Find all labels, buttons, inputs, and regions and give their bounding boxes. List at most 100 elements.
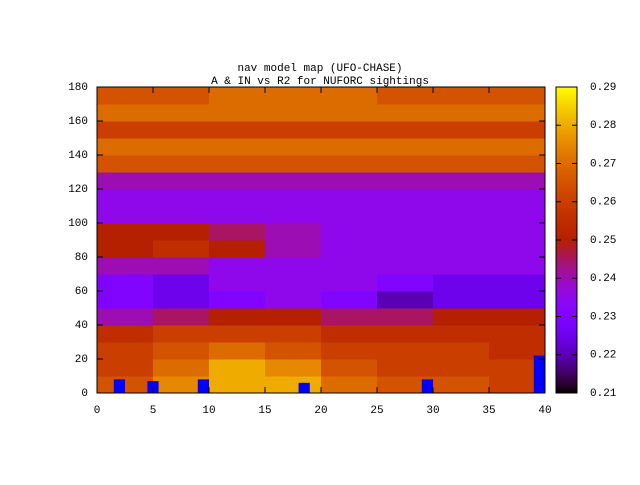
heat-cell	[377, 376, 434, 394]
heat-cell	[377, 342, 434, 360]
heat-cell	[97, 138, 154, 156]
y-tick-label: 100	[68, 218, 88, 230]
heat-cell	[377, 257, 434, 275]
heat-cell	[209, 189, 266, 207]
colorbar-tick-label: 0.26	[590, 197, 616, 209]
heat-cell	[433, 87, 490, 105]
heat-cell	[97, 240, 154, 258]
heat-cell	[489, 189, 546, 207]
heat-cell	[265, 104, 322, 122]
heat-cell	[321, 325, 378, 343]
heat-cell	[377, 274, 434, 292]
x-tick-label: 5	[150, 405, 157, 417]
heat-cell	[321, 104, 378, 122]
heat-cell	[433, 104, 490, 122]
y-tick-label: 20	[75, 354, 88, 366]
heat-cell	[265, 291, 322, 309]
x-tick-label: 40	[538, 405, 551, 417]
heat-cell	[489, 342, 546, 360]
heat-cell	[153, 274, 210, 292]
heat-cell	[489, 155, 546, 173]
heat-cell	[433, 206, 490, 224]
x-tick-label: 35	[482, 405, 495, 417]
heat-cell	[265, 359, 322, 377]
colorbar-tick-label: 0.27	[590, 158, 616, 170]
heat-cell	[377, 359, 434, 377]
heat-cell	[433, 342, 490, 360]
heat-cell	[433, 359, 490, 377]
heat-cell	[265, 155, 322, 173]
x-tick-label: 15	[258, 405, 271, 417]
heat-cell	[377, 308, 434, 326]
y-tick-label: 160	[68, 116, 88, 128]
heat-cell	[209, 376, 266, 394]
heat-cell	[377, 206, 434, 224]
heat-cell	[97, 359, 154, 377]
heat-cell	[321, 274, 378, 292]
heat-cell	[489, 172, 546, 190]
heat-cell	[153, 291, 210, 309]
heat-cell	[377, 104, 434, 122]
heat-cell	[209, 172, 266, 190]
heat-cell	[433, 325, 490, 343]
heat-cell	[153, 172, 210, 190]
chart-subtitle: A & IN vs R2 for NUFORC sightings	[211, 76, 429, 88]
heat-cell	[433, 240, 490, 258]
heat-cell	[489, 274, 546, 292]
heat-cell	[377, 291, 434, 309]
heat-cell	[265, 308, 322, 326]
heat-cell	[433, 138, 490, 156]
heat-cell	[153, 359, 210, 377]
heat-cell	[153, 155, 210, 173]
heat-cell	[265, 257, 322, 275]
heat-cell	[153, 325, 210, 343]
x-tick-label: 25	[370, 405, 383, 417]
heat-cell	[433, 189, 490, 207]
bar	[421, 379, 433, 393]
heat-cell	[265, 240, 322, 258]
heat-cell	[97, 104, 154, 122]
heat-cell	[377, 172, 434, 190]
heat-cell	[433, 172, 490, 190]
heat-cell	[321, 240, 378, 258]
heat-cell	[321, 291, 378, 309]
colorbar-tick-label: 0.24	[590, 273, 617, 285]
colorbar-tick-label: 0.25	[590, 235, 616, 247]
heat-cell	[265, 172, 322, 190]
heat-cell	[489, 325, 546, 343]
heat-cell	[265, 342, 322, 360]
heat-cell	[153, 121, 210, 139]
heat-cell	[433, 274, 490, 292]
bar	[298, 382, 310, 393]
heat-cell	[321, 257, 378, 275]
heat-cell	[321, 87, 378, 105]
heat-cell	[321, 121, 378, 139]
heat-cell	[433, 291, 490, 309]
heat-cell	[209, 359, 266, 377]
heat-cell	[153, 206, 210, 224]
heat-cell	[433, 376, 490, 394]
colorbar-tick-label: 0.29	[590, 82, 616, 94]
heat-cell	[489, 223, 546, 241]
heat-cell	[321, 189, 378, 207]
heat-cell	[265, 325, 322, 343]
heat-cell	[489, 376, 546, 394]
heat-cell	[321, 359, 378, 377]
heat-cell	[265, 138, 322, 156]
heat-cell	[489, 138, 546, 156]
heat-cell	[209, 308, 266, 326]
heat-cell	[377, 223, 434, 241]
heat-cell	[489, 308, 546, 326]
y-tick-label: 180	[68, 82, 88, 94]
heat-cell	[433, 308, 490, 326]
colorbar-tick-label: 0.21	[590, 388, 617, 400]
heat-cell	[321, 308, 378, 326]
heat-cell	[489, 121, 546, 139]
y-tick-label: 60	[75, 286, 88, 298]
heat-cell	[265, 189, 322, 207]
heat-cell	[153, 240, 210, 258]
heat-cell	[153, 257, 210, 275]
heat-cell	[265, 274, 322, 292]
heat-cell	[97, 342, 154, 360]
